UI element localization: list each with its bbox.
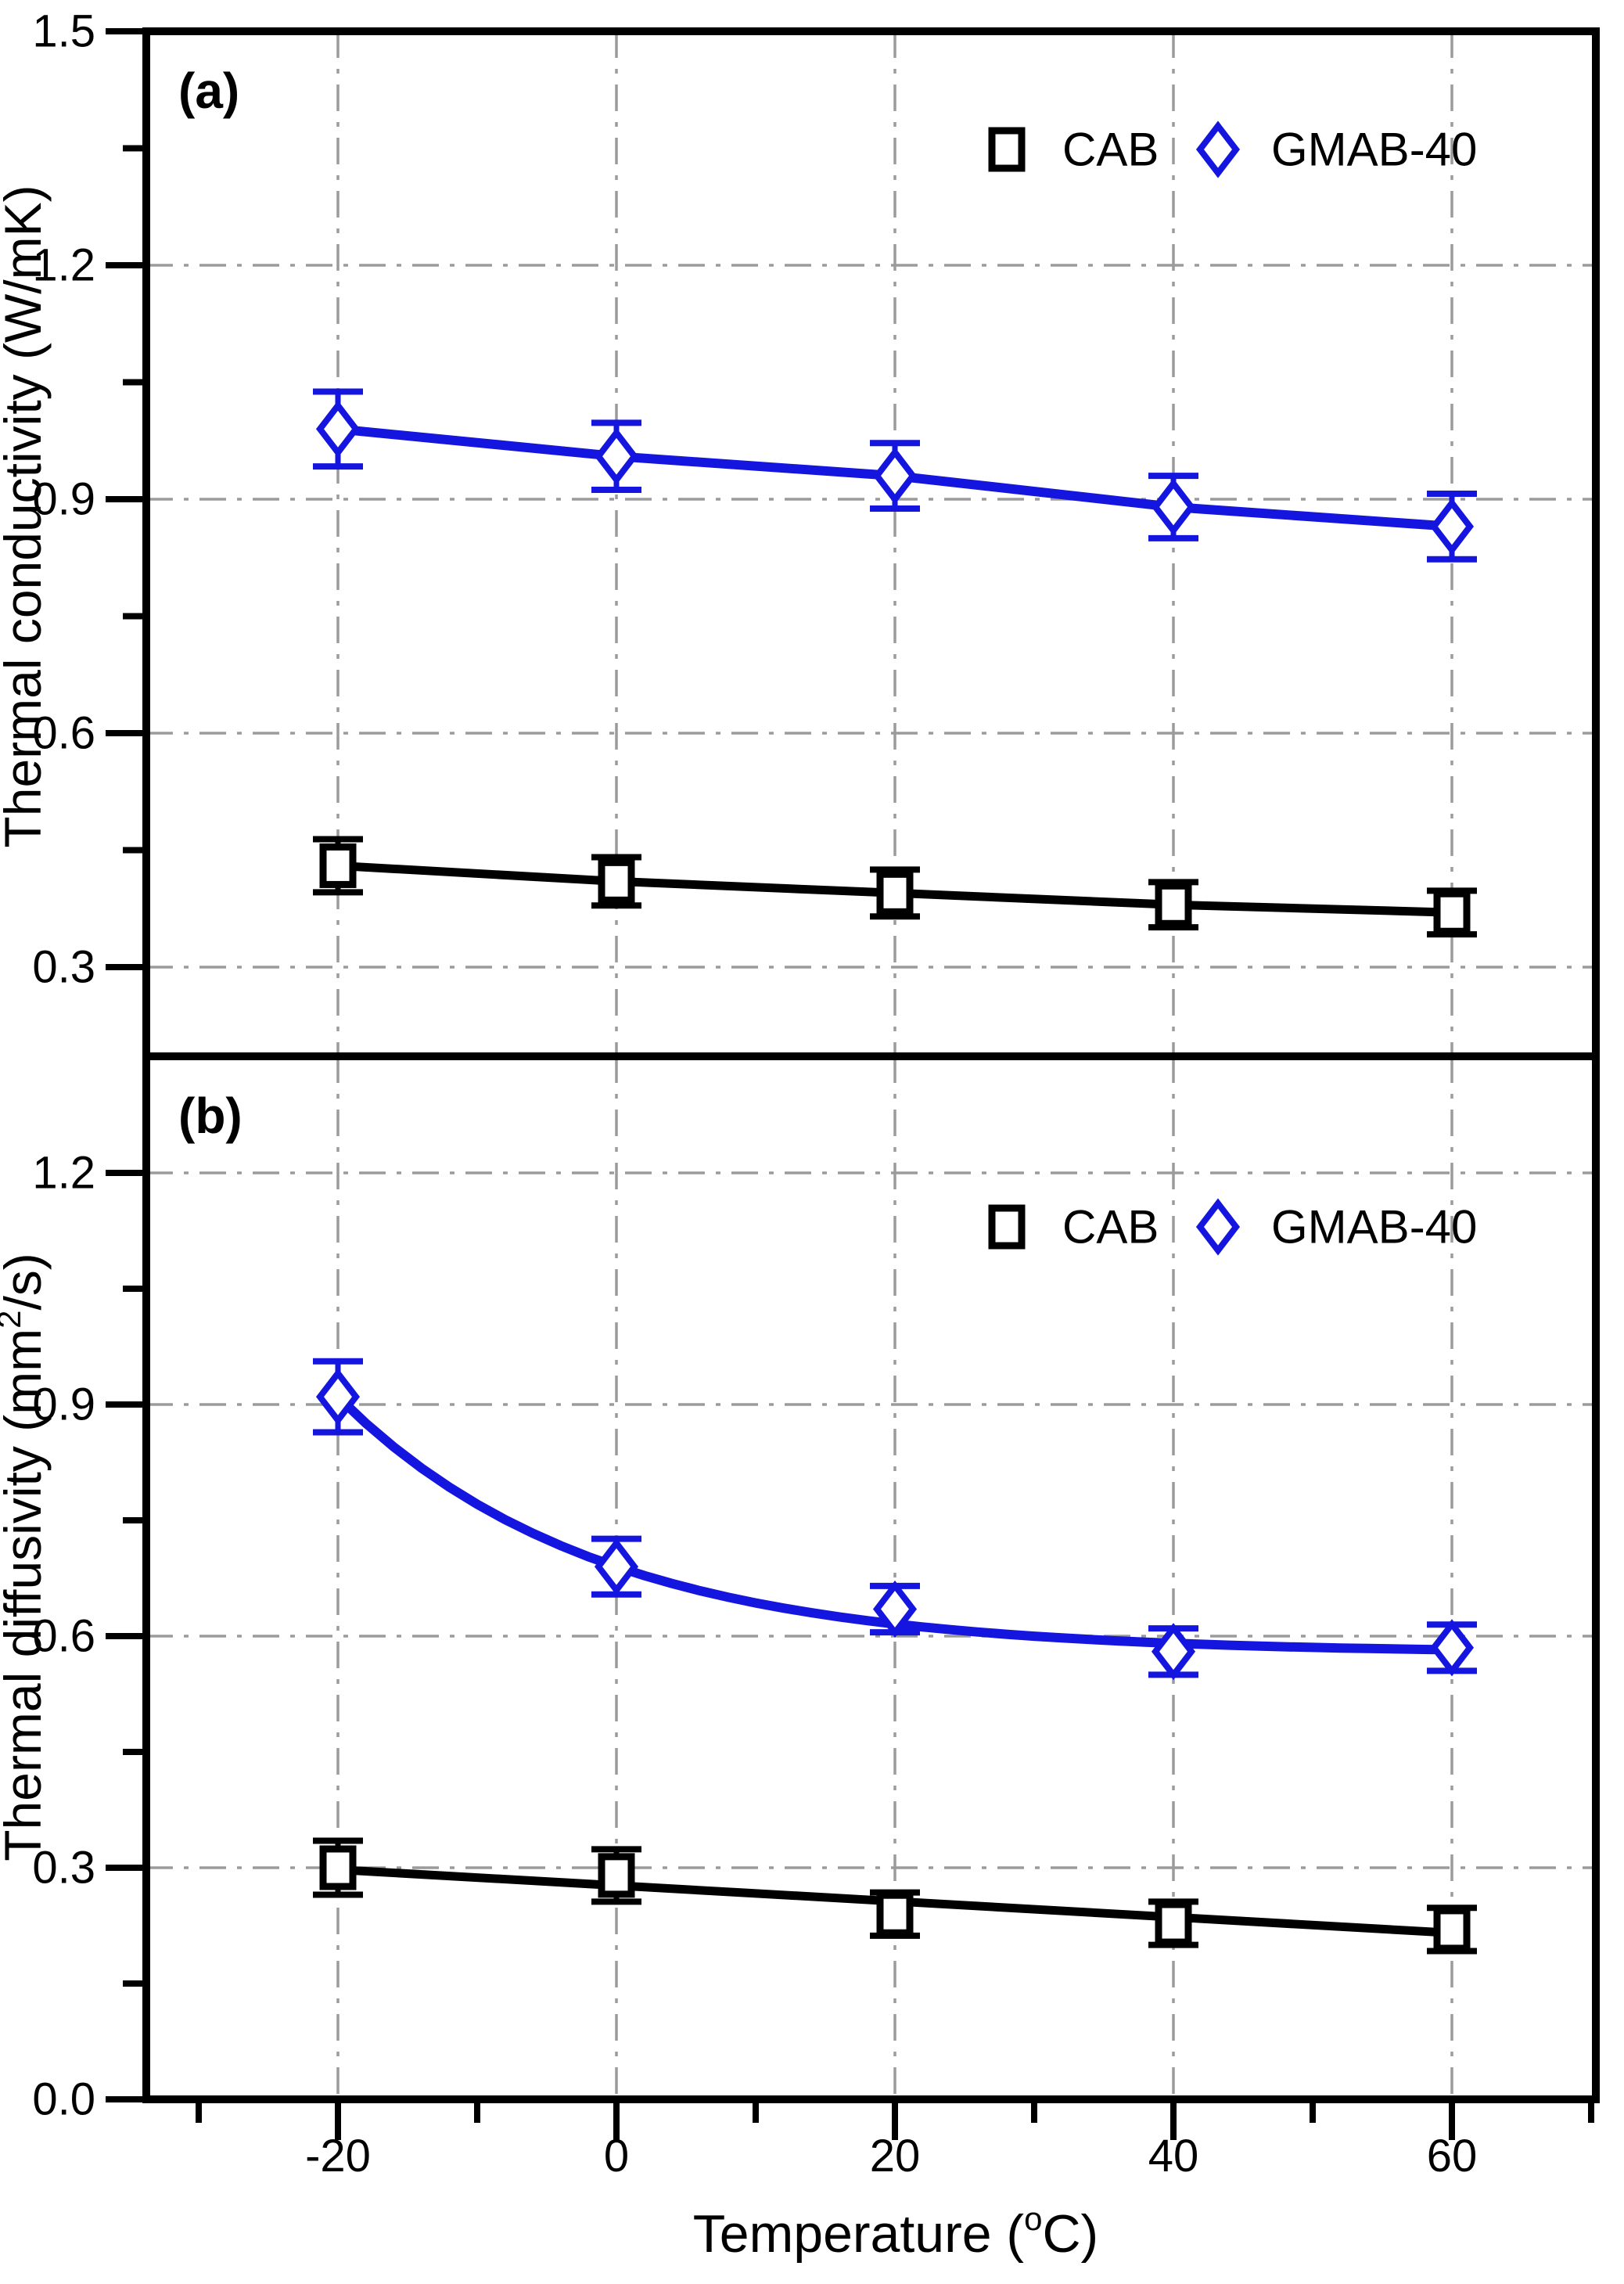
legend-panel-a: CAB GMAB-40 — [988, 120, 1477, 178]
y-tick-label: 0.6 — [32, 708, 95, 759]
data-point-diamond — [872, 1580, 918, 1638]
data-point-square — [598, 858, 635, 904]
panel-label-a: (a) — [178, 63, 239, 119]
gridlines — [146, 31, 1596, 1056]
legend-panel-b: CAB GMAB-40 — [988, 1198, 1477, 1256]
y-ticks — [106, 1169, 146, 2102]
data-point-diamond — [1429, 1619, 1475, 1677]
data-point-diamond — [1151, 478, 1196, 536]
y-tick-label: 0.9 — [32, 1379, 95, 1430]
x-ticks: -20 0 20 40 60 — [196, 2099, 1594, 2181]
data-point-diamond — [1151, 1623, 1196, 1681]
y-axis-title-b: Thermal diffusivity (mm2/s) — [0, 1253, 52, 1861]
panel-b-border — [142, 1052, 1600, 2103]
x-axis-title-superscript: o — [1024, 2200, 1042, 2237]
y-axis-title-superscript: 2 — [0, 1311, 27, 1329]
data-point-square — [319, 1845, 357, 1890]
legend-square-marker — [988, 127, 1026, 172]
legend-label-cab: CAB — [1062, 1201, 1159, 1254]
legend-label-gmab40: GMAB-40 — [1271, 1201, 1477, 1254]
series-gmab-40 — [313, 1358, 1477, 1681]
x-tick-label: 60 — [1427, 2131, 1478, 2181]
data-point-diamond — [1429, 498, 1475, 556]
data-point-square — [876, 1891, 914, 1937]
data-point-square — [1433, 1907, 1471, 1952]
y-tick-label: 0.0 — [32, 2074, 95, 2125]
y-tick-label: 0.3 — [32, 942, 95, 993]
data-point-square — [876, 870, 914, 915]
legend-label-cab: CAB — [1062, 124, 1159, 176]
x-tick-label: 20 — [870, 2131, 921, 2181]
x-tick-label: -20 — [305, 2131, 371, 2181]
y-tick-label: 0.3 — [32, 1843, 95, 1894]
data-point-square — [1155, 1901, 1192, 1946]
legend-diamond-marker — [1195, 1198, 1241, 1256]
legend-square-marker — [988, 1204, 1026, 1250]
y-tick-label: 0.9 — [32, 474, 95, 525]
panel-a-border — [142, 27, 1600, 1060]
data-point-diamond — [872, 447, 918, 505]
series-gmab-40 — [313, 388, 1477, 563]
data-point-diamond — [315, 1368, 361, 1426]
y-ticks — [106, 28, 146, 971]
data-point-square — [1433, 890, 1471, 935]
series-cab — [313, 836, 1477, 938]
data-point-diamond — [315, 400, 361, 458]
x-axis-title: Temperature (oC) — [693, 2200, 1098, 2264]
panel-label-b: (b) — [178, 1088, 243, 1144]
legend-label-gmab40: GMAB-40 — [1271, 124, 1477, 176]
y-tick-label: 1.2 — [32, 240, 95, 291]
x-tick-label: 40 — [1148, 2131, 1199, 2181]
panel-a: 1.5 1.2 0.9 0.6 0.3 CAB GMAB-40 (a) Thermal cond… — [0, 6, 1600, 1060]
data-point-diamond — [594, 427, 639, 485]
data-point-square — [598, 1853, 635, 1898]
x-axis-title-text: C) — [1042, 2204, 1098, 2264]
legend-diamond-marker — [1195, 120, 1241, 178]
y-axis-title-text: /s) — [0, 1253, 52, 1310]
x-axis-title-text: Temperature ( — [693, 2204, 1025, 2264]
y-tick-label: 1.2 — [32, 1147, 95, 1198]
data-point-square — [319, 843, 357, 888]
data-point-diamond — [594, 1538, 639, 1595]
data-point-square — [1155, 882, 1192, 927]
y-tick-label: 1.5 — [32, 6, 95, 57]
y-axis-title-a: Thermal conductivity (W/mK) — [0, 185, 52, 847]
y-tick-label: 0.6 — [32, 1610, 95, 1661]
series-cab — [313, 1837, 1477, 1955]
panel-b: 1.2 0.9 0.6 0.3 0.0 CAB GMAB-40 (b) Thermal diff… — [0, 1052, 1600, 2125]
x-tick-label: 0 — [604, 2131, 629, 2181]
y-axis-title-text: Thermal diffusivity (mm — [0, 1329, 52, 1861]
